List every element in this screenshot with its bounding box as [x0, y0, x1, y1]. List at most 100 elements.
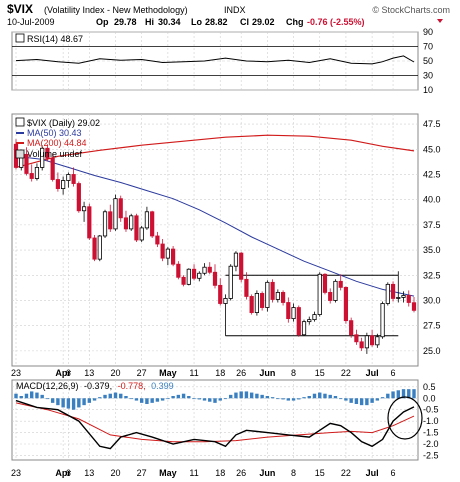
macd-histogram-bar	[166, 398, 170, 400]
x-tick-label: 11	[189, 368, 198, 378]
x-tick-label: 8	[291, 368, 296, 378]
macd-histogram-bar	[119, 393, 123, 399]
macd-histogram-bar	[359, 398, 364, 406]
rsi-legend-swatch	[15, 33, 25, 43]
candle	[76, 183, 81, 212]
candle	[144, 211, 150, 229]
macd-histogram-bar	[255, 393, 259, 399]
macd-histogram-bar	[318, 392, 322, 399]
rsi-tick-label: 90	[423, 27, 433, 37]
candle	[61, 180, 66, 189]
signal-value: -0.778,	[118, 381, 146, 391]
candle	[171, 248, 176, 265]
date: 10-Jul-2009	[7, 17, 55, 27]
macd-histogram-bar	[77, 398, 81, 408]
macd-histogram-bar	[92, 398, 97, 401]
candle	[406, 295, 411, 303]
candle	[380, 303, 385, 338]
macd-histogram-bar	[244, 391, 249, 399]
x-tick-label: 23	[11, 468, 21, 478]
candle	[254, 293, 259, 313]
candle	[71, 174, 76, 184]
candle	[50, 157, 55, 180]
price-tick-label: 27.5	[423, 321, 441, 331]
macd-tick-label: -1.5	[423, 428, 439, 438]
rsi-layer	[15, 55, 415, 65]
axis-labels: 90 70 50 30 10 47.5 45.0 42.5 40.0 37.5 35.0 32.5 30…	[11, 27, 441, 478]
x-tick-label: 26	[236, 368, 246, 378]
candle	[280, 292, 286, 303]
price-layer	[13, 134, 417, 354]
candle	[239, 252, 244, 280]
down-arrow-icon	[437, 19, 443, 23]
candle	[45, 147, 50, 159]
macd-histogram-bar	[124, 396, 128, 399]
macd-label: MACD(12,26,9) -0.379, -0.778, 0.399	[16, 381, 174, 391]
macd-histogram-bar	[323, 393, 327, 399]
x-tick-label: 18	[215, 368, 225, 378]
macd-histogram-bar	[45, 398, 50, 400]
candle	[401, 295, 406, 298]
candle	[223, 298, 228, 304]
x-tick-label: 6	[66, 368, 71, 378]
price-tick-label: 42.5	[423, 169, 441, 179]
candle	[375, 336, 380, 346]
macd-histogram-bar	[82, 398, 86, 406]
macd-histogram-bar	[14, 393, 18, 399]
macd-histogram-bar	[328, 394, 332, 399]
legend-swatch-price	[15, 117, 25, 127]
candle	[191, 268, 197, 279]
candle	[197, 272, 202, 279]
x-tick-label: 20	[110, 368, 120, 378]
candle	[129, 215, 134, 230]
x-tick-label: 22	[341, 468, 351, 478]
candle	[312, 314, 317, 321]
macd-histogram-bar	[103, 394, 107, 399]
legend-volume: Volume undef	[27, 149, 83, 159]
candle	[260, 293, 265, 308]
legend-ma50: MA(50) 30.43	[27, 128, 82, 138]
rsi-tick-label: 50	[423, 56, 433, 66]
macd-histogram-bar	[56, 398, 60, 406]
candle	[118, 198, 123, 219]
macd-histogram-bar	[139, 398, 144, 403]
x-tick-label: 8	[291, 468, 296, 478]
x-tick-label: 27	[137, 368, 147, 378]
high-value: 30.34	[158, 17, 181, 27]
candle	[244, 278, 249, 297]
x-tick-label: 15	[315, 368, 325, 378]
macd-histogram-bar	[19, 396, 23, 399]
macd-histogram-bar	[234, 392, 238, 399]
macd-histogram-bar	[349, 398, 353, 403]
macd-histogram-bar	[61, 398, 65, 408]
candle	[307, 319, 312, 323]
x-tick-label: 26	[236, 468, 246, 478]
candle	[364, 335, 369, 349]
candle	[301, 321, 307, 336]
macd-histogram-bar	[208, 398, 212, 402]
x-tick-label: 23	[11, 368, 21, 378]
legend-ma200: MA(200) 44.84	[27, 138, 87, 148]
candle	[249, 296, 254, 313]
x-tick-label: 18	[215, 468, 225, 478]
macd-histogram-bar	[249, 392, 254, 399]
macd-histogram-bar	[276, 398, 280, 400]
candle	[29, 173, 34, 179]
candle	[123, 217, 129, 230]
macd-histogram-bar	[181, 393, 186, 399]
macd-histogram-bar	[239, 391, 243, 399]
candle	[165, 248, 170, 259]
candle	[411, 302, 417, 311]
x-tick-label: 6	[391, 468, 396, 478]
candle	[108, 211, 113, 230]
macd-histogram-bar	[129, 398, 133, 400]
ma200-line	[15, 134, 415, 168]
macd-histogram-bar	[407, 389, 411, 399]
candle	[150, 211, 155, 237]
macd-histogram-bar	[150, 398, 154, 403]
macd-tick-label: -0.5	[423, 405, 439, 415]
x-tick-label: Jun	[259, 368, 275, 378]
candle	[181, 276, 186, 285]
x-tick-label: Apr	[55, 468, 71, 478]
macd-histogram-bar	[71, 398, 76, 410]
